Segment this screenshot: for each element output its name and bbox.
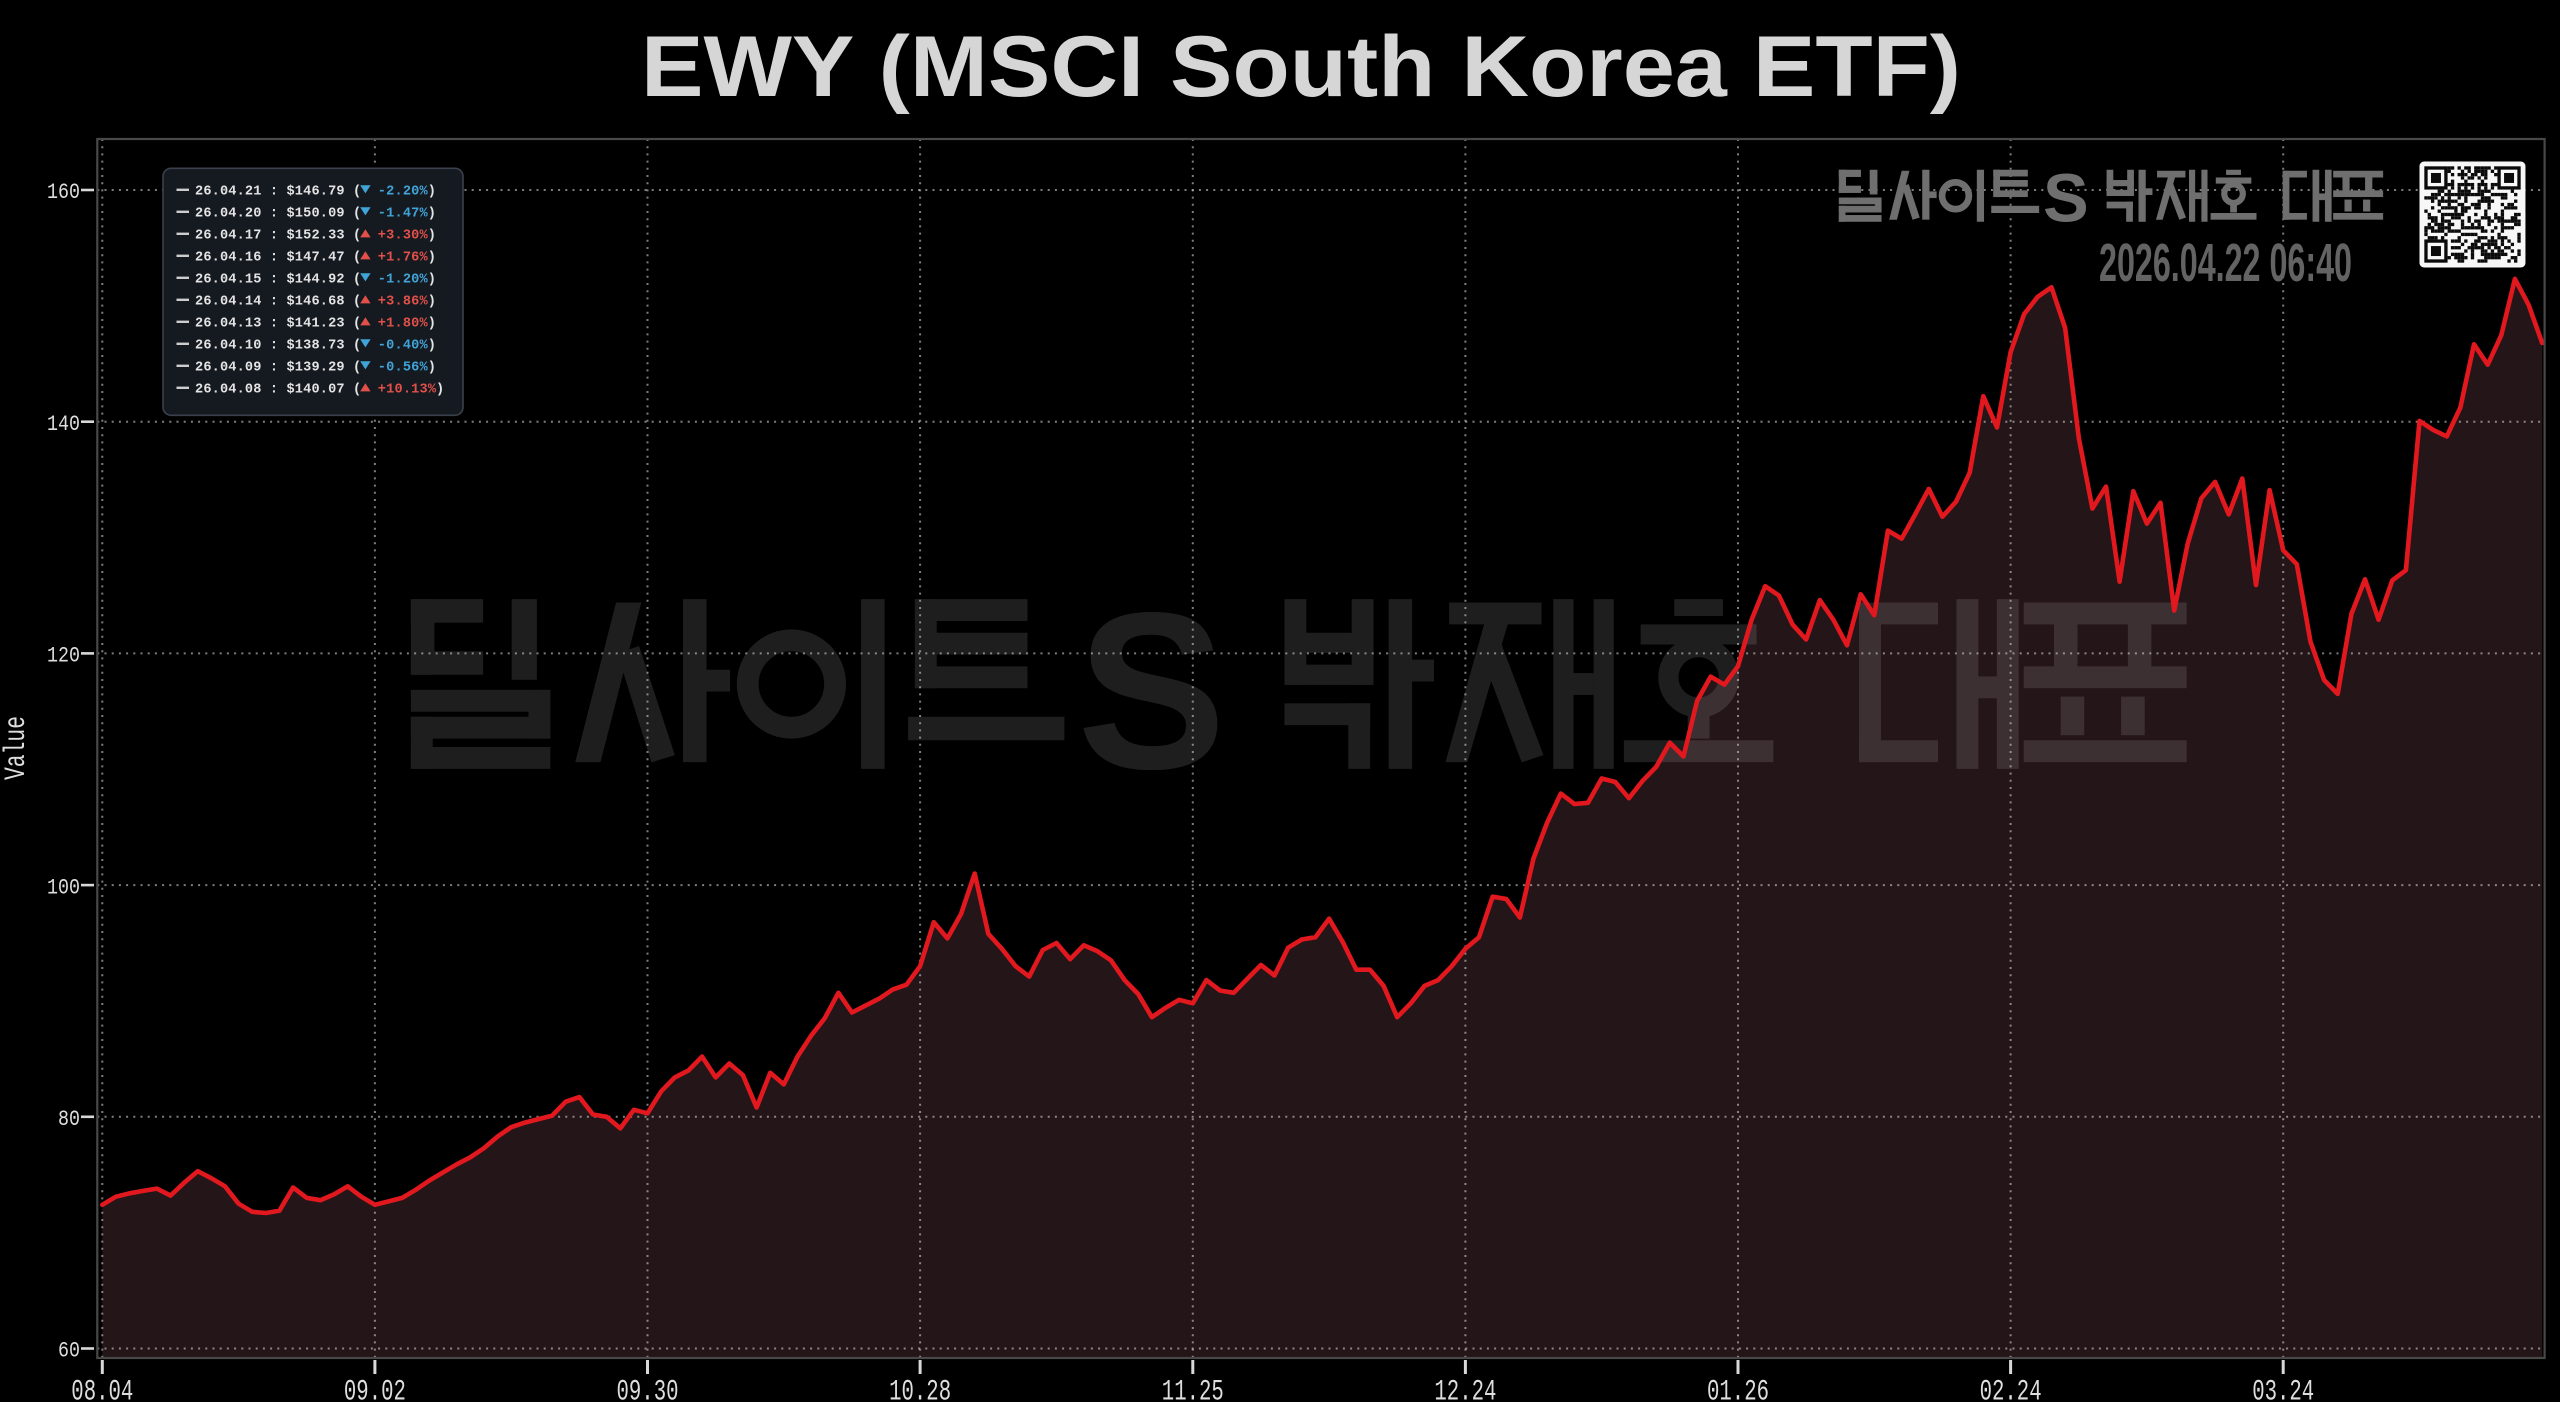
- svg-text:+3.30%: +3.30%: [378, 229, 429, 244]
- svg-text:60: 60: [58, 1338, 80, 1364]
- svg-text:26.04.21 : $146.79 (: 26.04.21 : $146.79 (: [195, 185, 361, 200]
- svg-text:26.04.20 : $150.09 (: 26.04.20 : $150.09 (: [195, 207, 361, 222]
- svg-text:+10.13%: +10.13%: [378, 383, 437, 398]
- svg-text:): ): [436, 383, 444, 398]
- svg-text:-1.20%: -1.20%: [378, 273, 429, 288]
- svg-text:S: S: [1077, 567, 1226, 816]
- svg-text:): ): [428, 339, 436, 354]
- svg-text:140: 140: [47, 411, 80, 437]
- svg-text:80: 80: [58, 1106, 80, 1132]
- svg-text:01.26: 01.26: [1707, 1375, 1769, 1402]
- svg-text:26.04.14 : $146.68 (: 26.04.14 : $146.68 (: [195, 295, 361, 310]
- svg-text:26.04.17 : $152.33 (: 26.04.17 : $152.33 (: [195, 229, 361, 244]
- svg-text:03.24: 03.24: [2252, 1375, 2314, 1402]
- svg-text:09.02: 09.02: [344, 1375, 406, 1402]
- svg-text:100: 100: [47, 874, 80, 900]
- svg-text:+1.80%: +1.80%: [378, 317, 429, 332]
- svg-text:08.04: 08.04: [71, 1375, 133, 1402]
- svg-text:26.04.16 : $147.47 (: 26.04.16 : $147.47 (: [195, 251, 361, 266]
- svg-text:26.04.08 : $140.07 (: 26.04.08 : $140.07 (: [195, 383, 361, 398]
- svg-text:120: 120: [47, 643, 80, 669]
- svg-text:26.04.13 : $141.23 (: 26.04.13 : $141.23 (: [195, 317, 361, 332]
- svg-text:): ): [428, 273, 436, 288]
- svg-text:26.04.15 : $144.92 (: 26.04.15 : $144.92 (: [195, 273, 361, 288]
- svg-text:2026.04.22 06:40: 2026.04.22 06:40: [2099, 233, 2352, 293]
- svg-text:+3.86%: +3.86%: [378, 295, 429, 310]
- svg-text:09.30: 09.30: [617, 1375, 679, 1402]
- svg-text:-0.56%: -0.56%: [378, 361, 429, 376]
- svg-text:26.04.10 : $138.73 (: 26.04.10 : $138.73 (: [195, 339, 361, 354]
- svg-text:10.28: 10.28: [889, 1375, 951, 1402]
- svg-text:-1.47%: -1.47%: [378, 207, 429, 222]
- svg-text:Value: Value: [0, 716, 33, 780]
- svg-text:+1.76%: +1.76%: [378, 251, 429, 266]
- svg-text:EWY (MSCI South Korea ETF): EWY (MSCI South Korea ETF): [641, 19, 1961, 115]
- svg-text:): ): [428, 317, 436, 332]
- svg-text:02.24: 02.24: [1980, 1375, 2042, 1402]
- svg-text:S: S: [2043, 160, 2089, 237]
- svg-text:-2.20%: -2.20%: [378, 185, 429, 200]
- svg-text:12.24: 12.24: [1434, 1375, 1496, 1402]
- svg-text:11.25: 11.25: [1162, 1375, 1224, 1402]
- svg-text:): ): [428, 295, 436, 310]
- svg-text:): ): [428, 207, 436, 222]
- svg-text:): ): [428, 229, 436, 244]
- svg-text:-0.40%: -0.40%: [378, 339, 429, 354]
- svg-text:): ): [428, 185, 436, 200]
- svg-text:160: 160: [47, 179, 80, 205]
- svg-text:): ): [428, 251, 436, 266]
- svg-text:26.04.09 : $139.29 (: 26.04.09 : $139.29 (: [195, 361, 361, 376]
- svg-text:): ): [428, 361, 436, 376]
